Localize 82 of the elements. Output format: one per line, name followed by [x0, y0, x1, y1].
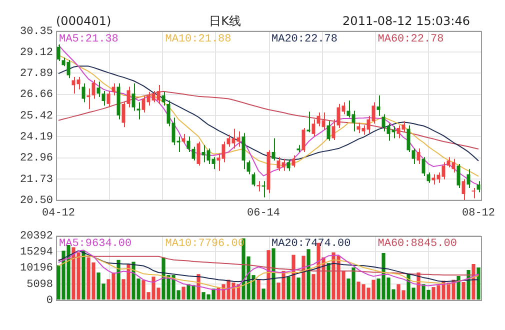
candlestick — [462, 178, 466, 200]
y-tick-label: 0 — [46, 294, 53, 307]
candlestick — [286, 159, 290, 172]
candlestick — [252, 172, 256, 187]
x-tick-label: 06-14 — [246, 208, 280, 220]
candlestick — [472, 187, 476, 199]
chart-subtitle: 日K线 — [209, 14, 241, 28]
x-tick-label: 04-12 — [42, 208, 76, 220]
text: 2011-08-12 15:03:46 — [342, 14, 470, 28]
candlestick — [196, 141, 200, 166]
candlestick — [406, 124, 410, 152]
bar — [456, 276, 460, 300]
y-tick-label: 15294 — [20, 246, 54, 259]
bar — [476, 267, 480, 300]
bar — [182, 286, 186, 300]
candlestick — [376, 94, 380, 116]
text: MA10:21.88 — [165, 33, 232, 46]
bar — [306, 249, 310, 300]
bar — [262, 288, 266, 300]
y-tick-label: 20.50 — [20, 194, 53, 207]
y-tick-label: 25.42 — [20, 110, 53, 122]
series-label: MA5:21.38 — [59, 33, 118, 46]
candlestick — [422, 156, 426, 176]
candlestick — [126, 86, 130, 108]
candlestick — [456, 163, 460, 188]
bar — [296, 278, 300, 300]
bar — [272, 248, 276, 300]
candlestick — [246, 160, 250, 175]
y-tick-label: 24.19 — [20, 132, 53, 144]
bar — [256, 280, 260, 300]
candlestick — [96, 81, 100, 98]
candlestick — [256, 180, 260, 192]
y-tick-label: 27.89 — [20, 68, 53, 80]
text: MA20:22.78 — [272, 33, 338, 46]
candlestick — [122, 102, 126, 128]
candlestick — [56, 44, 60, 62]
series-label: MA20:7474.00 — [272, 238, 351, 250]
bar — [116, 260, 120, 300]
y-tick-label: 21.73 — [20, 174, 53, 186]
y-tick-label: 26.66 — [20, 89, 53, 102]
bar — [286, 276, 290, 300]
candlestick — [102, 90, 106, 106]
candlestick — [192, 146, 196, 162]
candlestick — [312, 118, 316, 138]
candlestick — [326, 120, 330, 142]
text: MA60:22.78 — [378, 33, 444, 46]
candlestick — [272, 138, 276, 162]
candlestick — [476, 180, 480, 193]
x-tick-label: 08-12 — [462, 208, 496, 220]
candlestick — [182, 133, 186, 144]
candlestick — [426, 172, 430, 184]
chart-title: (000401) — [56, 14, 112, 28]
y-tick-label: 5098 — [26, 278, 53, 291]
candlestick — [92, 79, 96, 100]
candlestick — [132, 82, 136, 112]
candlestick — [136, 102, 140, 120]
bar — [326, 263, 330, 300]
y-tick-label: 10196 — [20, 262, 53, 275]
candlestick — [112, 82, 116, 96]
candlestick — [186, 136, 190, 152]
candlestick — [292, 154, 296, 168]
series-label: MA5:9634.00 — [59, 238, 132, 250]
candlestick — [412, 148, 416, 164]
bar — [466, 270, 470, 300]
bar — [462, 282, 466, 300]
bar — [292, 254, 296, 300]
candlestick — [82, 82, 86, 103]
bar — [266, 250, 270, 300]
y-tick-label: 30.35 — [20, 26, 53, 38]
candlestick — [302, 127, 306, 152]
candlestick — [332, 118, 336, 140]
candlestick — [162, 91, 166, 106]
text: MA60:8845.00 — [378, 238, 457, 250]
bar — [82, 250, 86, 300]
y-tick-label: 22.96 — [20, 152, 53, 165]
bar — [302, 256, 306, 300]
candlestick — [106, 90, 110, 107]
candlestick — [466, 168, 470, 188]
candlestick — [416, 148, 420, 164]
candlestick — [306, 111, 310, 133]
y-tick-label: 29.12 — [20, 47, 53, 60]
y-tick-label: 20392 — [20, 230, 53, 243]
